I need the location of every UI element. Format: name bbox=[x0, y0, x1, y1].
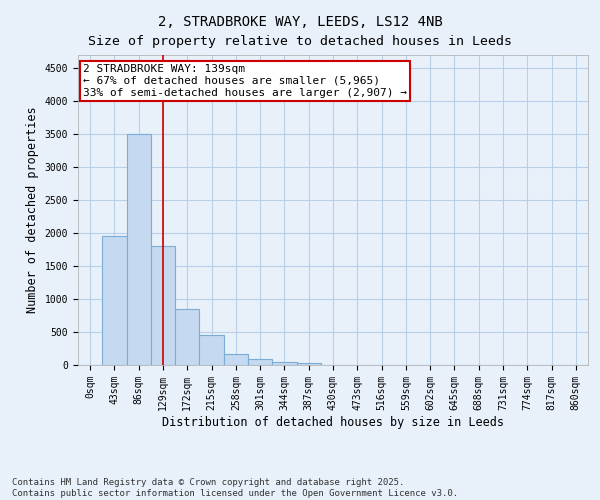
Bar bbox=[248, 358, 272, 365]
Bar bbox=[175, 309, 199, 365]
Bar bbox=[151, 246, 175, 365]
Bar bbox=[127, 134, 151, 365]
Text: 2 STRADBROKE WAY: 139sqm
← 67% of detached houses are smaller (5,965)
33% of sem: 2 STRADBROKE WAY: 139sqm ← 67% of detach… bbox=[83, 64, 407, 98]
Bar bbox=[224, 354, 248, 365]
X-axis label: Distribution of detached houses by size in Leeds: Distribution of detached houses by size … bbox=[162, 416, 504, 428]
Bar bbox=[199, 336, 224, 365]
Bar bbox=[102, 236, 127, 365]
Bar bbox=[272, 362, 296, 365]
Text: Size of property relative to detached houses in Leeds: Size of property relative to detached ho… bbox=[88, 35, 512, 48]
Text: 2, STRADBROKE WAY, LEEDS, LS12 4NB: 2, STRADBROKE WAY, LEEDS, LS12 4NB bbox=[158, 15, 442, 29]
Text: Contains HM Land Registry data © Crown copyright and database right 2025.
Contai: Contains HM Land Registry data © Crown c… bbox=[12, 478, 458, 498]
Y-axis label: Number of detached properties: Number of detached properties bbox=[26, 106, 39, 314]
Bar bbox=[296, 363, 321, 365]
